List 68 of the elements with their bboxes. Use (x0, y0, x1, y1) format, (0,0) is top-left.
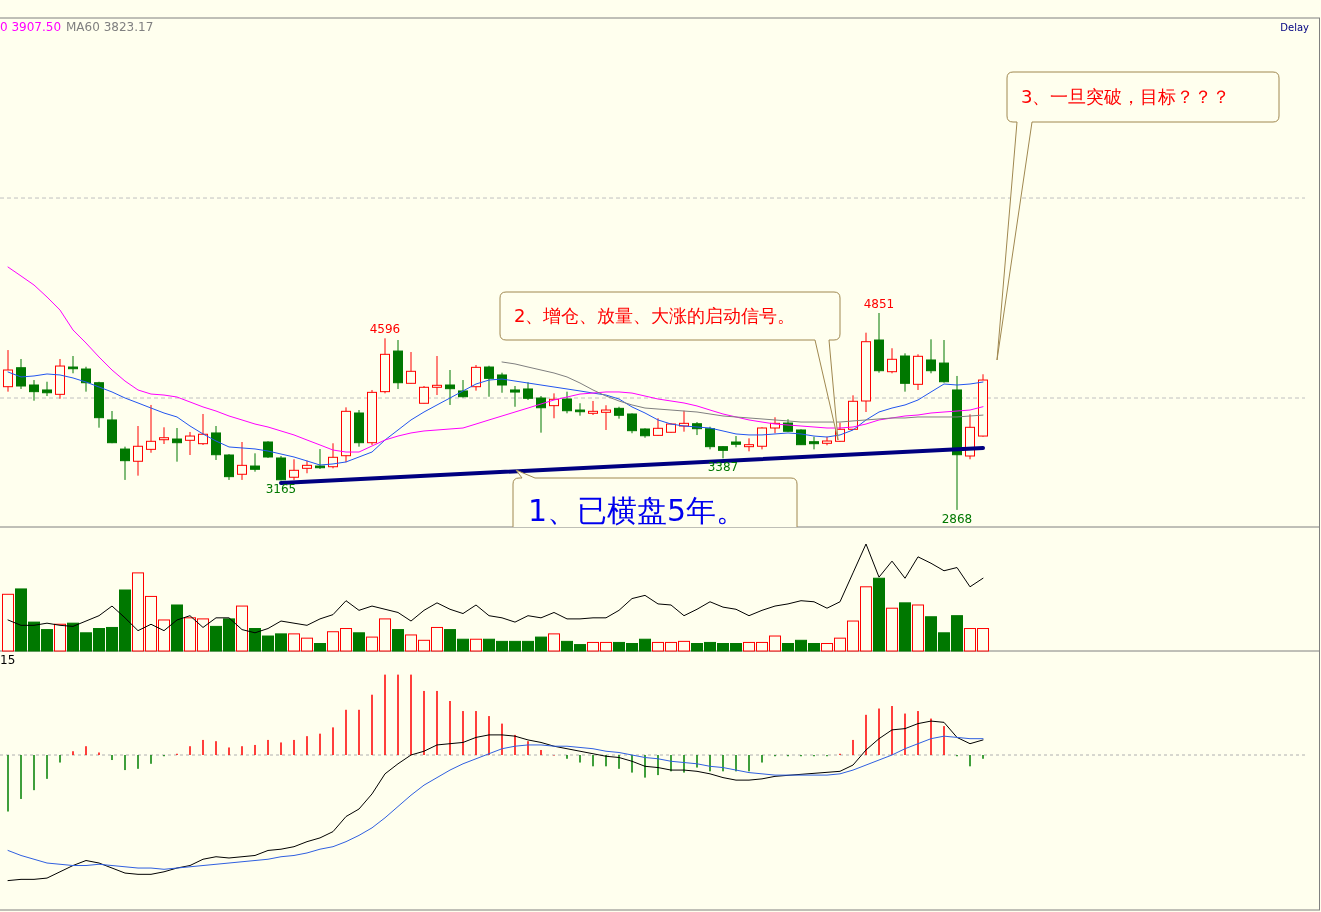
candlestick (939, 339, 949, 384)
bar (2, 593, 14, 652)
candlestick (887, 347, 897, 374)
candlestick (588, 400, 598, 416)
candlestick (276, 455, 286, 481)
candlestick (653, 417, 663, 437)
candlestick (159, 426, 169, 445)
bar (548, 633, 560, 652)
annotation: 0 3907.50 (0, 20, 62, 34)
candlestick (510, 385, 520, 408)
candlestick (744, 437, 754, 452)
text: 3、一旦突破，目标？？？ (1021, 86, 1231, 107)
candlestick (926, 338, 936, 374)
candlestick (731, 435, 741, 448)
candlestick (302, 460, 312, 474)
candlestick (198, 413, 208, 446)
annotation: 3387 (707, 460, 739, 475)
candlestick (133, 425, 143, 477)
candlestick (562, 391, 572, 414)
candlestick (120, 446, 130, 481)
candlestick (432, 355, 442, 396)
candlestick (42, 381, 52, 397)
candlestick (718, 445, 728, 459)
candlestick (536, 395, 546, 434)
candlestick (3, 349, 13, 393)
bar (899, 602, 911, 652)
candlestick (484, 365, 494, 398)
bar (873, 577, 885, 652)
candlestick (601, 404, 611, 431)
bar (171, 604, 183, 652)
candlestick (575, 402, 585, 417)
candlestick (289, 458, 299, 481)
candlestick (224, 453, 234, 481)
candlestick (172, 427, 182, 463)
candlestick (809, 436, 819, 450)
bar (886, 607, 898, 652)
candlestick (406, 351, 416, 385)
bar (353, 632, 365, 652)
bar (912, 604, 924, 652)
candlestick (627, 412, 637, 434)
candlestick (185, 431, 195, 456)
candlestick (16, 358, 26, 390)
candlestick (445, 369, 455, 406)
text: 15 (0, 653, 16, 667)
candlestick (81, 366, 91, 393)
candlestick (146, 404, 156, 454)
candlestick (315, 448, 325, 470)
candlestick (29, 379, 39, 402)
candlestick (211, 425, 221, 461)
candlestick (471, 364, 481, 392)
annotation: 4596 (369, 322, 401, 337)
bar (54, 623, 66, 652)
annotation: 4851 (863, 297, 895, 312)
candlestick (237, 441, 247, 481)
annotation: 2868 (941, 511, 973, 526)
text: Delay (1280, 22, 1310, 33)
annotation: MA60 3823.17 (66, 20, 154, 34)
bar (314, 643, 326, 652)
candlestick (250, 452, 260, 473)
bar (392, 629, 404, 652)
annotation: 1、已横盘5年。 (528, 493, 747, 528)
bar (236, 605, 248, 652)
annotation: 2、增仓、放量、大涨的启动信号。 (514, 305, 796, 326)
candlestick (107, 410, 117, 444)
annotation: 3165 (265, 482, 297, 497)
bar (470, 638, 482, 652)
candlestick (68, 355, 78, 374)
candlestick (458, 379, 468, 399)
